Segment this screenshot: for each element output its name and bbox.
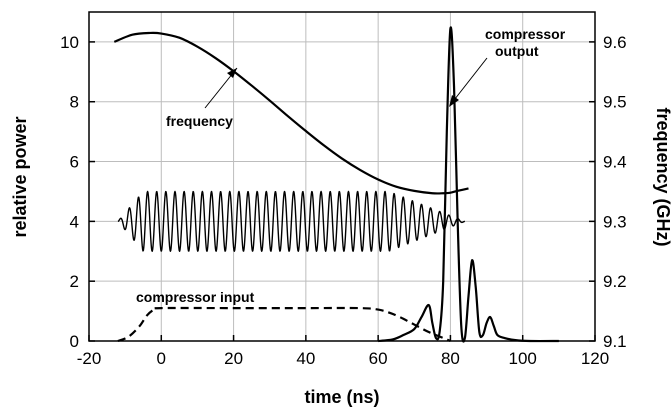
x-tick-label: -20 — [77, 349, 102, 368]
annotation-compressor-input: compressor input — [136, 289, 255, 305]
x-tick-label: 0 — [157, 349, 166, 368]
y2-tick-label: 9.1 — [603, 332, 627, 351]
annotation-frequency-arrowhead — [227, 68, 237, 78]
x-tick-label: 20 — [224, 349, 243, 368]
y-tick-label: 10 — [60, 33, 79, 52]
plot-area-frame — [88, 11, 596, 342]
x-tick-label: 60 — [369, 349, 388, 368]
x-tick-label: 120 — [581, 349, 609, 368]
y-tick-label: 2 — [70, 272, 79, 291]
y2-tick-label: 9.5 — [603, 93, 627, 112]
annotation-output-arrow — [450, 57, 488, 105]
x-tick-label: 80 — [441, 349, 460, 368]
series-group — [113, 26, 559, 343]
series-rf-waveform — [117, 190, 466, 252]
annotation-compressor-output-line2: output — [495, 43, 539, 59]
y2-tick-label: 9.6 — [603, 33, 627, 52]
annotation-compressor-output-line1: compressor — [485, 26, 566, 42]
y-tick-label: 0 — [70, 332, 79, 351]
series-frequency — [113, 31, 469, 195]
series-compressor-input — [117, 306, 451, 343]
y-tick-label: 8 — [70, 93, 79, 112]
x-tick-label: 40 — [296, 349, 315, 368]
grid-lines — [89, 12, 595, 341]
y2-axis-title: frequency (GHz) — [653, 107, 671, 246]
y2-tick-label: 9.3 — [603, 212, 627, 231]
y-axis-title: relative power — [10, 116, 30, 237]
annotation-frequency: frequency — [166, 113, 233, 129]
y-tick-label: 4 — [70, 212, 79, 231]
x-tick-label: 100 — [509, 349, 537, 368]
annotation-output-arrowhead — [449, 95, 459, 107]
y2-tick-label: 9.2 — [603, 272, 627, 291]
x-axis-title: time (ns) — [304, 387, 379, 407]
y2-tick-label: 9.4 — [603, 153, 627, 172]
y-tick-label: 6 — [70, 153, 79, 172]
series-compressor-output — [378, 26, 559, 343]
